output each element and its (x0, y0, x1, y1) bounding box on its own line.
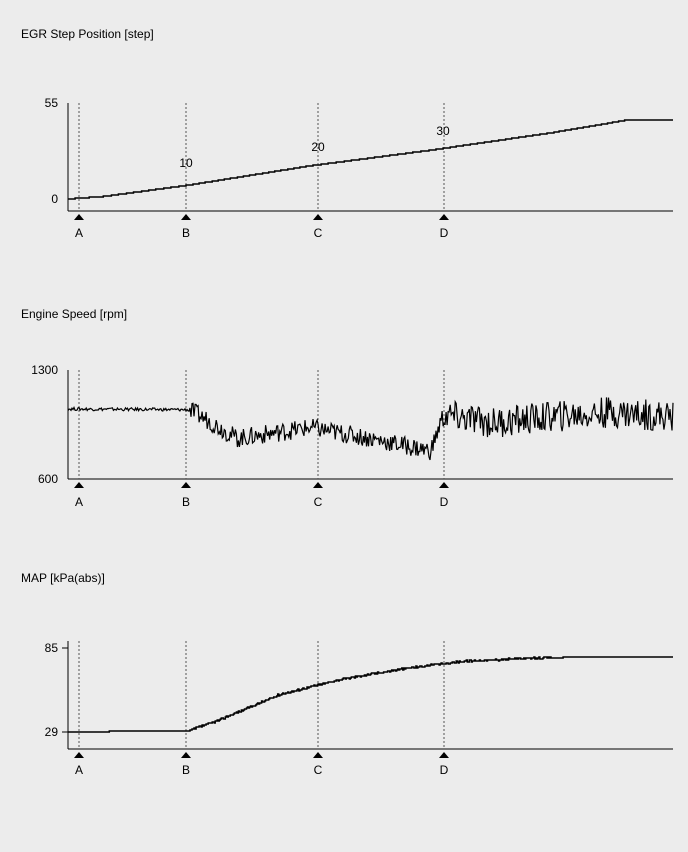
marker-label: B (182, 763, 190, 777)
marker-label: D (440, 226, 449, 240)
engine-speed-plot: 1300 600 A B C D (31, 363, 674, 509)
series-line (68, 119, 673, 200)
egr-plot: 55 0 A B C D 10 20 30 (45, 96, 673, 240)
marker-label: C (314, 495, 323, 509)
engine-speed-panel: Engine Speed [rpm] 1300 600 A B C D (21, 307, 674, 509)
y-tick-label: 55 (45, 96, 59, 110)
marker-label: B (182, 495, 190, 509)
marker-triangle (181, 482, 191, 488)
marker-label: C (314, 226, 323, 240)
marker-label: D (440, 495, 449, 509)
y-tick-label: 0 (51, 192, 58, 206)
value-annotation: 30 (436, 124, 450, 138)
marker-triangle (74, 214, 84, 220)
marker-triangle (74, 482, 84, 488)
marker-triangle (313, 482, 323, 488)
marker-label: A (75, 495, 83, 509)
y-tick-label: 85 (45, 641, 59, 655)
marker-label: D (440, 763, 449, 777)
egr-title: EGR Step Position [step] (21, 27, 154, 41)
engine-speed-title: Engine Speed [rpm] (21, 307, 127, 321)
marker-label: A (75, 226, 83, 240)
marker-triangle (439, 214, 449, 220)
value-annotation: 20 (311, 140, 325, 154)
value-annotation: 10 (179, 156, 193, 170)
marker-triangle (181, 752, 191, 758)
marker-triangle (439, 752, 449, 758)
y-tick-label: 29 (45, 725, 59, 739)
map-plot: 85 29 A B C D (45, 641, 673, 777)
egr-panel: EGR Step Position [step] 55 0 A B C D 10 20 30 (21, 27, 673, 240)
map-panel: MAP [kPa(abs)] 85 29 A B C D (21, 571, 673, 777)
marker-triangle (313, 214, 323, 220)
marker-triangle (313, 752, 323, 758)
marker-label: C (314, 763, 323, 777)
y-tick-label: 1300 (31, 363, 58, 377)
map-title: MAP [kPa(abs)] (21, 571, 105, 585)
marker-label: B (182, 226, 190, 240)
marker-triangle (439, 482, 449, 488)
marker-label: A (75, 763, 83, 777)
marker-triangle (181, 214, 191, 220)
series-line (67, 397, 674, 461)
y-tick-label: 600 (38, 472, 58, 486)
marker-triangle (74, 752, 84, 758)
series-line (68, 656, 673, 733)
